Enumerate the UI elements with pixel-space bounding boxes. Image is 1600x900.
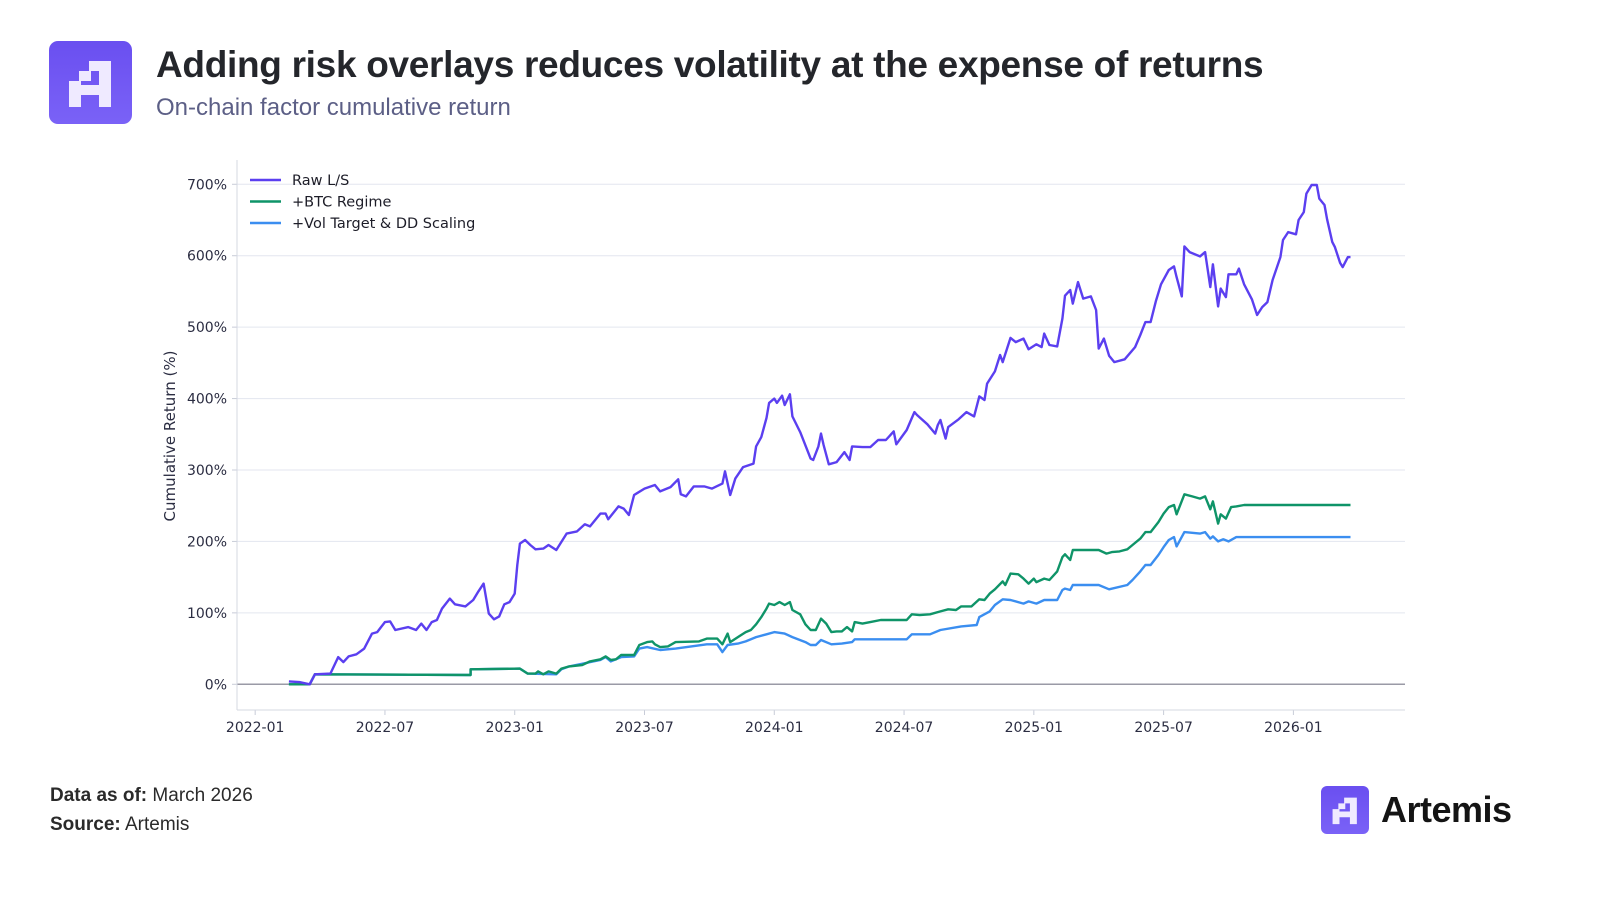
- artemis-logo: [49, 41, 132, 124]
- source-value: Artemis: [124, 814, 190, 835]
- x-tick-label: 2024-07: [875, 720, 934, 736]
- page-subtitle: On-chain factor cumulative return: [156, 94, 511, 121]
- artemis-a-icon: [69, 61, 111, 107]
- series-line-raw-l-s: [288, 183, 1351, 686]
- brand-mark: Artemis: [1321, 786, 1512, 834]
- legend-label: +BTC Regime: [292, 195, 392, 211]
- y-axis-label: Cumulative Return (%): [161, 351, 179, 522]
- x-tick-label: 2023-01: [485, 720, 544, 736]
- y-tick-label: 100%: [187, 606, 227, 622]
- brand-logo-icon: [1321, 786, 1369, 834]
- y-tick-label: 0%: [205, 677, 227, 693]
- x-tick-label: 2022-01: [226, 720, 285, 736]
- y-tick-label: 700%: [187, 177, 227, 193]
- legend-label: +Vol Target & DD Scaling: [292, 216, 475, 232]
- x-tick-label: 2026-01: [1264, 720, 1323, 736]
- y-tick-label: 200%: [187, 534, 227, 550]
- y-tick-label: 300%: [187, 463, 227, 479]
- x-tick-label: 2025-01: [1005, 720, 1064, 736]
- x-tick-label: 2024-01: [745, 720, 804, 736]
- y-tick-label: 600%: [187, 249, 227, 265]
- series-line-btc-regime: [288, 493, 1351, 686]
- y-tick-label: 500%: [187, 320, 227, 336]
- series-line-vol-target-dd-scaling: [288, 530, 1351, 686]
- x-tick-label: 2025-07: [1134, 720, 1193, 736]
- x-tick-label: 2022-07: [356, 720, 415, 736]
- data-as-of-value: March 2026: [152, 785, 253, 806]
- y-tick-label: 400%: [187, 392, 227, 408]
- legend-label: Raw L/S: [292, 173, 349, 189]
- brand-name: Artemis: [1381, 789, 1512, 830]
- data-as-of-label: Data as of:: [50, 785, 148, 806]
- source-label: Source:: [50, 814, 121, 835]
- source: Source: Artemis: [50, 814, 189, 836]
- x-tick-label: 2023-07: [615, 720, 674, 736]
- data-as-of: Data as of: March 2026: [50, 785, 253, 807]
- page-title: Adding risk overlays reduces volatility …: [156, 44, 1264, 85]
